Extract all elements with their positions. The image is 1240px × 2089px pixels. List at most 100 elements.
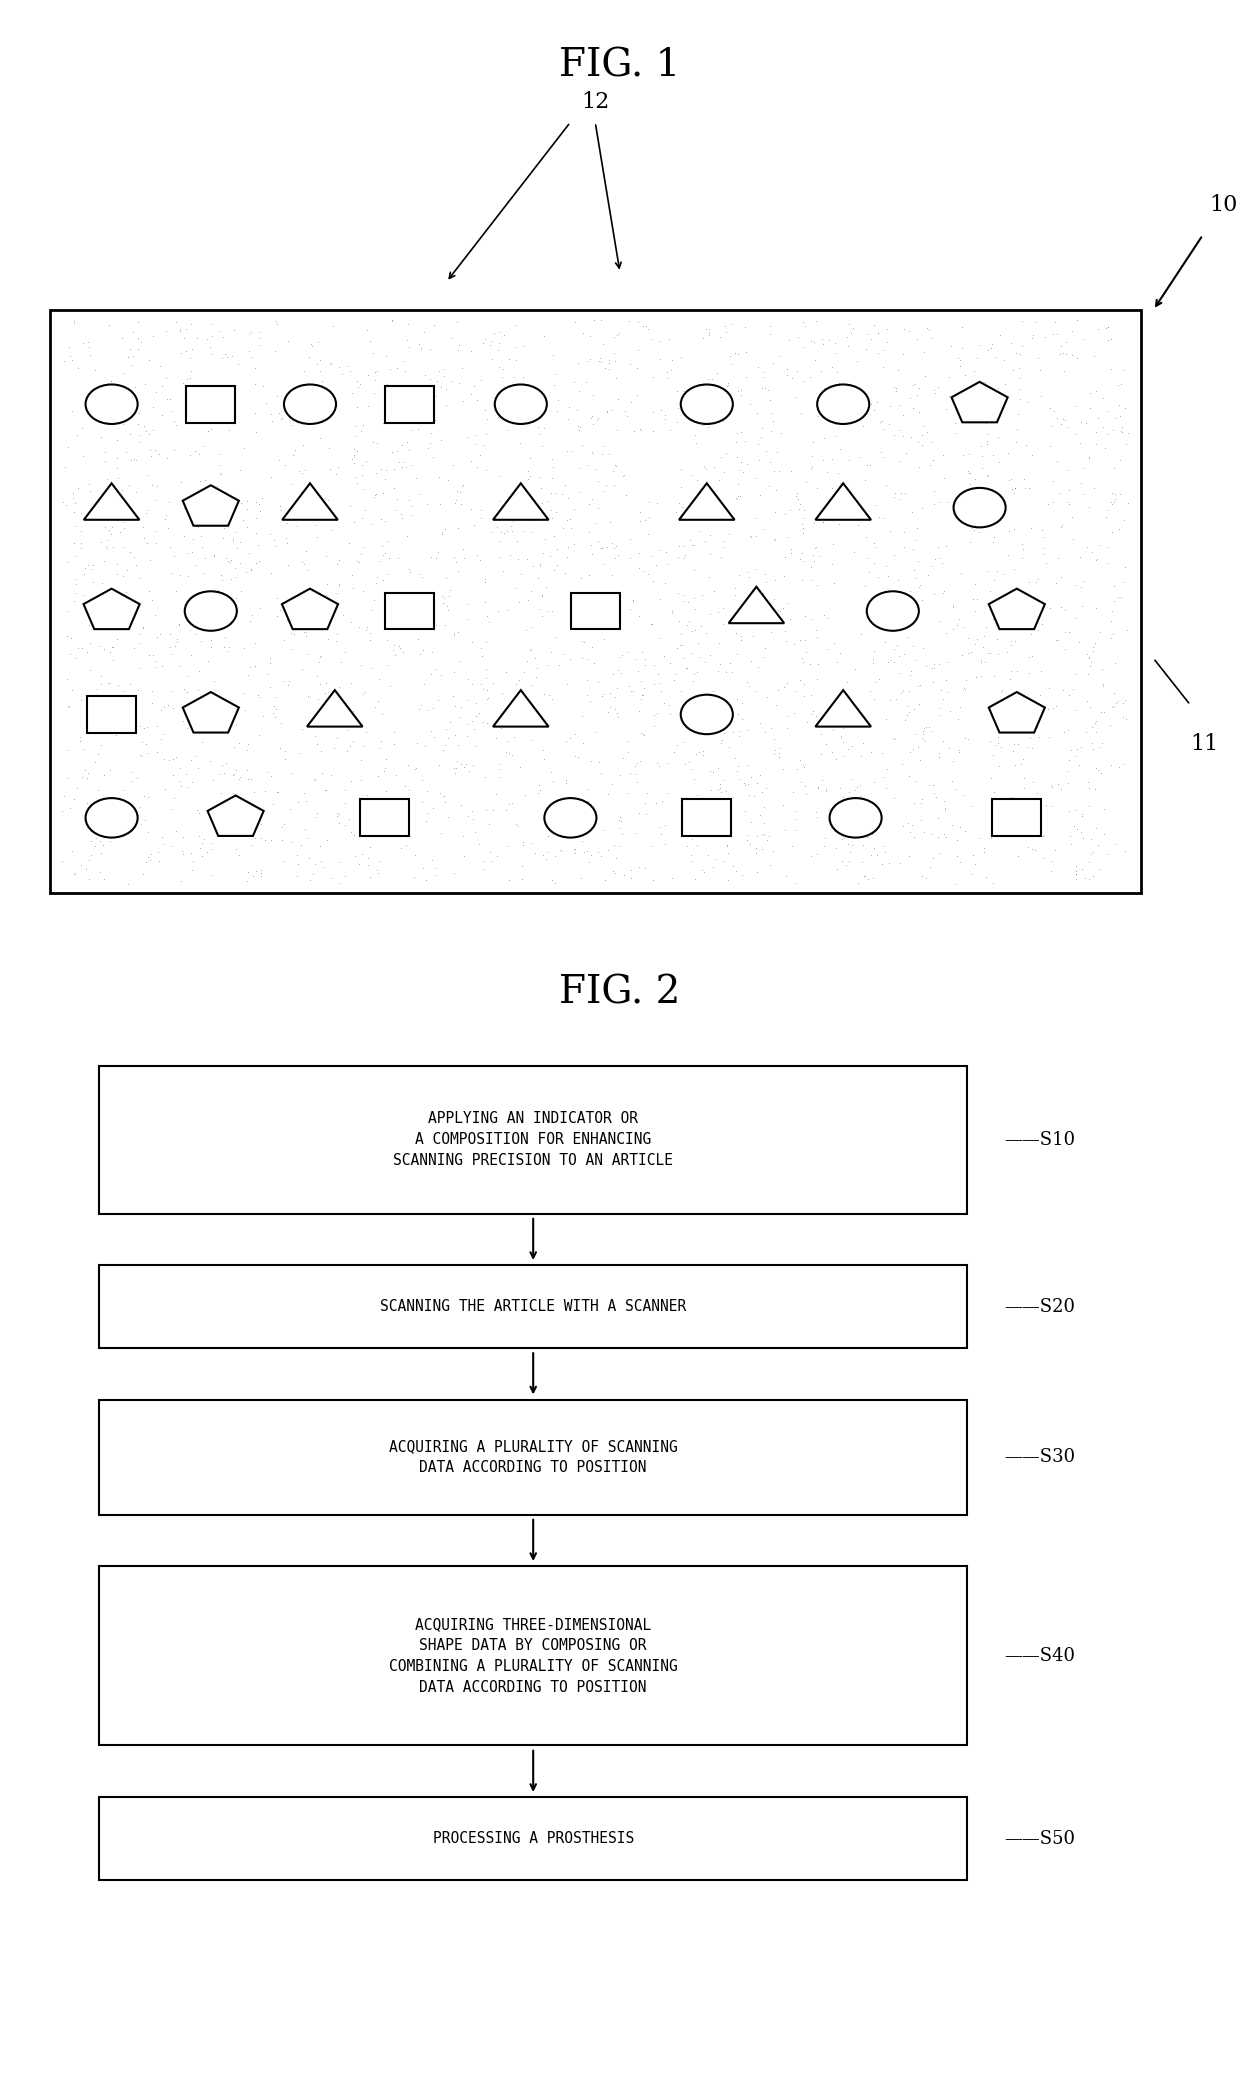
Point — [739, 560, 759, 593]
Point — [432, 817, 451, 850]
Point — [754, 819, 774, 852]
Point — [903, 495, 923, 529]
Point — [291, 476, 311, 510]
Point — [564, 491, 584, 524]
Point — [966, 593, 986, 627]
Point — [454, 840, 474, 873]
Point — [69, 721, 89, 754]
Point — [1071, 589, 1091, 623]
Point — [546, 840, 565, 873]
Point — [975, 480, 994, 514]
Point — [424, 721, 444, 754]
Point — [543, 451, 563, 485]
Point — [290, 395, 310, 428]
Point — [1006, 748, 1025, 781]
Point — [1084, 341, 1104, 374]
Point — [156, 441, 176, 474]
Bar — [360, 800, 409, 836]
Point — [1080, 376, 1100, 409]
Point — [774, 560, 794, 593]
Point — [181, 353, 201, 386]
Point — [951, 556, 971, 589]
Point — [897, 437, 916, 470]
Point — [398, 307, 418, 341]
Point — [848, 508, 868, 541]
Point — [99, 514, 119, 547]
Point — [580, 320, 600, 353]
Point — [753, 512, 773, 545]
Point — [895, 476, 915, 510]
Point — [414, 666, 434, 700]
Point — [634, 719, 653, 752]
Point — [962, 856, 982, 890]
Point — [1069, 748, 1089, 781]
Point — [541, 635, 560, 668]
Point — [466, 418, 486, 451]
Point — [94, 758, 114, 792]
Point — [856, 332, 875, 366]
Point — [345, 441, 365, 474]
Point — [722, 347, 742, 380]
Point — [361, 593, 381, 627]
Point — [594, 623, 614, 656]
Point — [687, 779, 707, 813]
Point — [316, 489, 336, 522]
Point — [285, 432, 305, 466]
Point — [170, 558, 190, 591]
Point — [300, 681, 320, 714]
Point — [944, 744, 963, 777]
Point — [94, 382, 114, 416]
Point — [114, 675, 134, 708]
Point — [252, 856, 272, 890]
Point — [77, 760, 97, 794]
Point — [1099, 309, 1118, 343]
Point — [420, 401, 440, 435]
Point — [583, 537, 603, 570]
Point — [1066, 854, 1086, 888]
Point — [283, 756, 303, 790]
Point — [604, 827, 624, 861]
Point — [441, 322, 461, 355]
Point — [952, 639, 972, 673]
Point — [1035, 320, 1055, 353]
Point — [630, 503, 650, 537]
Point — [122, 806, 141, 840]
Point — [275, 449, 295, 483]
Point — [941, 808, 961, 842]
Point — [533, 838, 553, 871]
Point — [170, 315, 190, 349]
Point — [740, 827, 760, 861]
Point — [1058, 453, 1078, 487]
Point — [138, 710, 157, 744]
Point — [429, 462, 449, 495]
Point — [789, 320, 808, 353]
Point — [999, 464, 1019, 497]
Point — [226, 581, 246, 614]
Point — [269, 443, 289, 476]
Point — [735, 424, 755, 457]
Point — [760, 382, 780, 416]
Point — [544, 800, 564, 834]
Point — [1092, 409, 1112, 443]
Point — [796, 466, 816, 499]
Point — [913, 583, 932, 616]
Point — [454, 533, 474, 566]
Polygon shape — [308, 689, 362, 727]
Point — [794, 512, 813, 545]
Point — [903, 370, 923, 403]
Point — [66, 577, 86, 610]
Point — [606, 449, 626, 483]
Point — [1042, 771, 1061, 804]
Point — [145, 650, 165, 683]
Point — [1102, 593, 1122, 627]
Point — [1087, 752, 1107, 785]
Point — [405, 838, 425, 871]
Point — [985, 520, 1004, 554]
Point — [64, 495, 84, 529]
Point — [921, 714, 941, 748]
Point — [1021, 512, 1040, 545]
Point — [187, 794, 207, 827]
Polygon shape — [182, 691, 239, 733]
Point — [352, 472, 372, 506]
Point — [830, 637, 849, 671]
